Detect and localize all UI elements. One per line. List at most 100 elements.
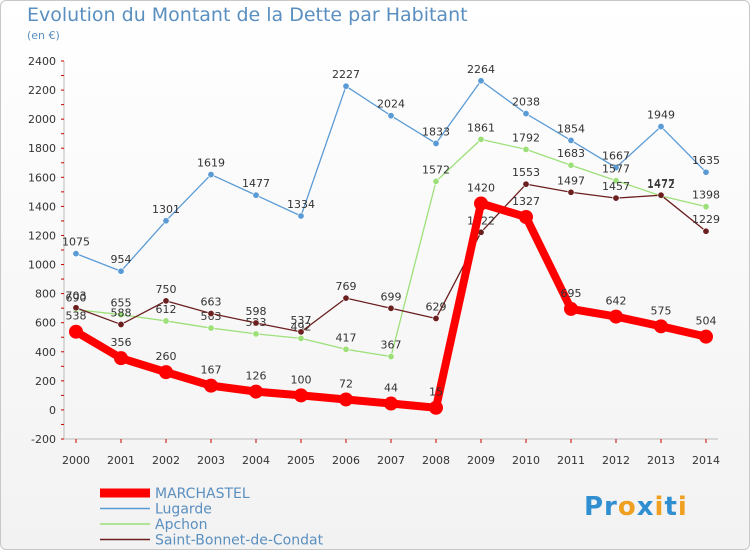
data-point	[699, 329, 713, 344]
data-point	[162, 317, 170, 325]
data-label: 1667	[602, 150, 630, 163]
data-label: 1833	[422, 125, 450, 138]
data-point	[249, 384, 263, 399]
x-tick-label: 2013	[647, 454, 675, 467]
data-label: 504	[696, 315, 717, 328]
data-label: 588	[111, 306, 132, 319]
data-point	[609, 309, 623, 324]
data-label: 537	[291, 314, 312, 327]
data-point	[519, 209, 533, 224]
data-point	[522, 145, 530, 153]
data-point	[117, 267, 125, 275]
data-label: 1457	[602, 180, 630, 193]
data-point	[252, 191, 260, 199]
x-tick-label: 2003	[197, 454, 225, 467]
data-label: 695	[561, 287, 582, 300]
data-label: 492	[291, 320, 312, 333]
data-point	[252, 330, 260, 338]
data-label: 1635	[692, 154, 720, 167]
data-point	[159, 365, 173, 380]
data-point	[342, 345, 350, 353]
data-label: 1327	[512, 195, 540, 208]
data-point	[567, 136, 575, 144]
data-point	[207, 324, 215, 332]
data-point	[117, 320, 125, 328]
data-label: 2024	[377, 98, 405, 111]
data-point	[339, 392, 353, 407]
data-point	[564, 301, 578, 316]
data-point	[432, 314, 440, 322]
data-label: 699	[381, 290, 402, 303]
data-label: 1477	[647, 177, 675, 190]
data-label: 1949	[647, 109, 675, 122]
data-label: 1075	[62, 236, 90, 249]
x-tick-label: 2002	[152, 454, 180, 467]
data-label: 769	[336, 280, 357, 293]
data-label: 1497	[557, 174, 585, 187]
legend-label: MARCHASTEL	[155, 486, 250, 502]
data-label: 72	[339, 377, 353, 390]
data-point	[612, 177, 620, 185]
data-point	[477, 135, 485, 143]
data-label: 575	[651, 304, 672, 317]
y-tick-label: 200	[35, 375, 56, 388]
data-point	[429, 400, 443, 415]
y-tick-label: 2400	[28, 55, 56, 68]
x-tick-label: 2011	[557, 454, 585, 467]
x-tick-label: 2012	[602, 454, 630, 467]
data-label: 1472	[647, 178, 675, 191]
data-point	[342, 82, 350, 90]
data-point	[162, 297, 170, 305]
data-point	[474, 196, 488, 211]
data-point	[702, 203, 710, 211]
data-point	[477, 77, 485, 85]
x-tick-label: 2001	[107, 454, 135, 467]
data-point	[117, 311, 125, 319]
data-label: 1572	[422, 163, 450, 176]
y-tick-label: 800	[35, 288, 56, 301]
data-label: 612	[156, 303, 177, 316]
data-point	[72, 304, 80, 312]
data-point	[207, 310, 215, 318]
y-tick-label: 600	[35, 317, 56, 330]
data-point	[654, 319, 668, 334]
data-point	[702, 168, 710, 176]
y-tick-label: 1800	[28, 142, 56, 155]
x-tick-label: 2014	[692, 454, 720, 467]
data-point	[612, 164, 620, 172]
data-label: 100	[291, 373, 312, 386]
data-point	[294, 388, 308, 403]
data-label: 629	[426, 300, 447, 313]
data-label: 663	[201, 296, 222, 309]
x-tick-label: 2010	[512, 454, 540, 467]
legend-label: Lugarde	[155, 502, 212, 518]
data-point	[432, 139, 440, 147]
data-label: 1477	[242, 177, 270, 190]
x-tick-label: 2006	[332, 454, 360, 467]
data-point	[69, 324, 83, 339]
data-label: 1577	[602, 163, 630, 176]
data-label: 655	[111, 297, 132, 310]
data-label: 642	[606, 295, 627, 308]
data-label: 1334	[287, 198, 315, 211]
data-point	[387, 304, 395, 312]
data-label: 538	[66, 310, 87, 323]
data-label: 1683	[557, 147, 585, 160]
data-point	[252, 319, 260, 327]
data-point	[612, 194, 620, 202]
x-tick-label: 2009	[467, 454, 495, 467]
data-label: 690	[66, 292, 87, 305]
data-point	[522, 180, 530, 188]
chart-subtitle: (en €)	[27, 29, 60, 42]
data-label: 1854	[557, 122, 585, 135]
data-label: 2264	[467, 63, 495, 76]
x-tick-label: 2008	[422, 454, 450, 467]
y-tick-label: 2200	[28, 84, 56, 97]
data-point	[387, 353, 395, 361]
data-label: 15	[429, 386, 443, 399]
data-label: 2038	[512, 96, 540, 109]
data-label: 1619	[197, 157, 225, 170]
data-point	[342, 294, 350, 302]
